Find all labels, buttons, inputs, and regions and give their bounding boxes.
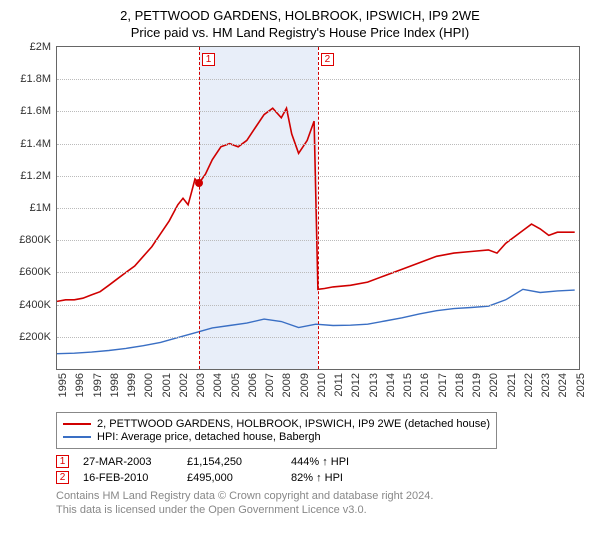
x-axis-label: 2024	[557, 373, 569, 397]
x-axis-label: 2000	[143, 373, 155, 397]
x-axis-label: 2020	[488, 373, 500, 397]
x-axis-label: 1996	[74, 373, 86, 397]
legend-swatch	[63, 423, 91, 425]
legend: 2, PETTWOOD GARDENS, HOLBROOK, IPSWICH, …	[56, 412, 497, 449]
x-axis-label: 2008	[281, 373, 293, 397]
x-axis-label: 2001	[161, 373, 173, 397]
x-axis-label: 2011	[333, 373, 345, 397]
legend-label: 2, PETTWOOD GARDENS, HOLBROOK, IPSWICH, …	[97, 418, 490, 430]
y-axis-label: £1.8M	[20, 73, 51, 85]
x-axis-label: 1995	[57, 373, 69, 397]
chart-wrap: £200K£400K£600K£800K£1M£1.2M£1.4M£1.6M£1…	[56, 46, 580, 406]
page-subtitle: Price paid vs. HM Land Registry's House …	[10, 25, 590, 40]
x-axis-label: 2016	[419, 373, 431, 397]
x-axis-label: 1998	[109, 373, 121, 397]
y-axis-label: £600K	[19, 266, 51, 278]
event-hpi: 82% ↑ HPI	[291, 472, 381, 484]
x-axis-label: 2005	[230, 373, 242, 397]
event-row: 2 16-FEB-2010 £495,000 82% ↑ HPI	[56, 471, 590, 484]
x-axis-label: 2003	[195, 373, 207, 397]
x-axis-label: 2010	[316, 373, 328, 397]
chart-container: 2, PETTWOOD GARDENS, HOLBROOK, IPSWICH, …	[0, 0, 600, 524]
y-axis-label: £400K	[19, 299, 51, 311]
y-axis-label: £1.4M	[20, 138, 51, 150]
x-axis-label: 2007	[264, 373, 276, 397]
x-axis-label: 1997	[92, 373, 104, 397]
x-axis-label: 2019	[471, 373, 483, 397]
event-price: £495,000	[187, 472, 277, 484]
page-title: 2, PETTWOOD GARDENS, HOLBROOK, IPSWICH, …	[10, 8, 590, 23]
marker-dot-1	[195, 179, 203, 187]
x-axis-label: 2017	[437, 373, 449, 397]
x-axis-label: 2009	[299, 373, 311, 397]
footer-line-1: Contains HM Land Registry data © Crown c…	[56, 490, 590, 504]
x-axis-label: 2006	[247, 373, 259, 397]
marker-line-1	[199, 47, 200, 369]
x-axis-label: 2014	[385, 373, 397, 397]
x-axis-label: 2018	[454, 373, 466, 397]
event-hpi: 444% ↑ HPI	[291, 456, 381, 468]
legend-row: 2, PETTWOOD GARDENS, HOLBROOK, IPSWICH, …	[63, 418, 490, 430]
y-axis-label: £800K	[19, 234, 51, 246]
event-date: 16-FEB-2010	[83, 472, 173, 484]
y-axis-label: £1.2M	[20, 170, 51, 182]
event-number: 1	[56, 455, 69, 468]
footer: Contains HM Land Registry data © Crown c…	[56, 490, 590, 518]
legend-swatch	[63, 436, 91, 438]
events-table: 1 27-MAR-2003 £1,154,250 444% ↑ HPI 2 16-FEB-…	[56, 455, 590, 484]
legend-label: HPI: Average price, detached house, Babe…	[97, 431, 321, 443]
series-hpi	[57, 289, 575, 353]
plot-area: £200K£400K£600K£800K£1M£1.2M£1.4M£1.6M£1…	[56, 46, 580, 370]
x-axis-label: 2002	[178, 373, 190, 397]
x-axis-label: 2015	[402, 373, 414, 397]
event-price: £1,154,250	[187, 456, 277, 468]
x-axis-label: 2012	[350, 373, 362, 397]
x-axis-label: 2013	[368, 373, 380, 397]
legend-row: HPI: Average price, detached house, Babe…	[63, 431, 490, 443]
x-axis-label: 2022	[523, 373, 535, 397]
y-axis-label: £200K	[19, 331, 51, 343]
event-number: 2	[56, 471, 69, 484]
footer-line-2: This data is licensed under the Open Gov…	[56, 504, 590, 518]
event-row: 1 27-MAR-2003 £1,154,250 444% ↑ HPI	[56, 455, 590, 468]
y-axis-label: £1.6M	[20, 105, 51, 117]
event-date: 27-MAR-2003	[83, 456, 173, 468]
marker-box-1: 1	[202, 53, 215, 66]
y-axis-label: £2M	[30, 41, 51, 53]
x-axis-label: 1999	[126, 373, 138, 397]
x-axis-label: 2023	[540, 373, 552, 397]
x-axis-label: 2004	[212, 373, 224, 397]
marker-line-2	[318, 47, 319, 369]
y-axis-label: £1M	[30, 202, 51, 214]
marker-box-2: 2	[321, 53, 334, 66]
x-axis-label: 2021	[506, 373, 518, 397]
x-axis-label: 2025	[575, 373, 587, 397]
